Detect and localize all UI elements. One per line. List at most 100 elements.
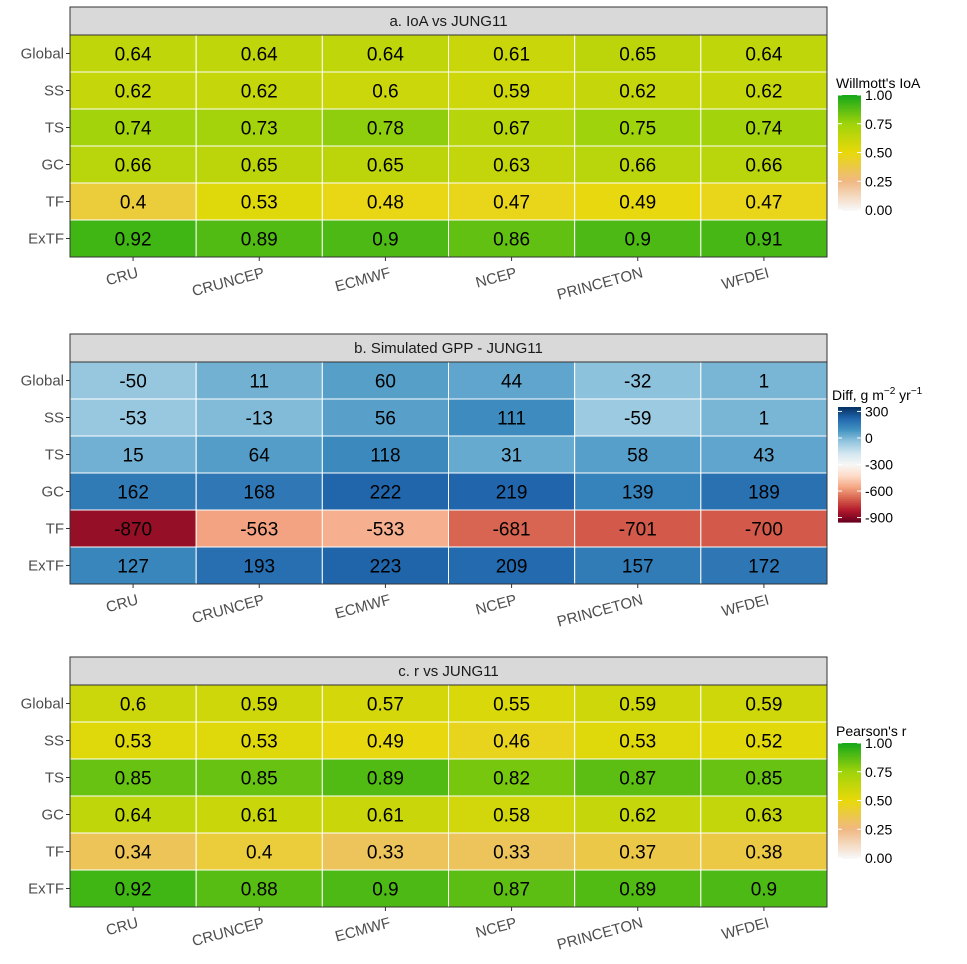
cell-value-label: 157 — [622, 557, 654, 578]
heatmap-cell — [574, 398, 702, 437]
cell-value-label: 0.62 — [619, 82, 656, 103]
cell-value-label: 0.92 — [115, 880, 152, 901]
cell-value-label: 0.52 — [745, 732, 782, 753]
cell-value-label: 0.73 — [241, 119, 278, 140]
legend-gradient-slice — [838, 464, 861, 468]
cell-value-label: 0.85 — [115, 769, 152, 790]
legend-gradient-slice — [838, 767, 861, 771]
legend-gradient-slice — [838, 479, 861, 483]
heatmap-cell — [69, 795, 197, 834]
cell-value-label: 58 — [627, 446, 648, 467]
legend-gradient-slice — [838, 150, 861, 154]
heatmap-cell — [574, 108, 702, 147]
legend-gradient-slice — [838, 758, 861, 761]
cell-value-label: 43 — [753, 446, 774, 467]
legend-gradient-slice — [838, 96, 861, 100]
x-tick-label: PRINCETON — [555, 264, 644, 303]
legend-gradient-slice — [838, 135, 861, 138]
legend-gradient-slice — [838, 125, 861, 129]
heatmap-cell — [195, 435, 323, 474]
legend-gradient-slice — [838, 746, 861, 750]
legend-gradient-slice — [838, 412, 861, 416]
legend-gradient-slice — [838, 483, 861, 487]
panel-title: b. Simulated GPP - JUNG11 — [354, 340, 543, 357]
heatmap-cell — [321, 509, 450, 548]
cell-value-label: 189 — [748, 483, 780, 504]
y-tick-label: SS — [44, 733, 64, 750]
legend-gradient-slice — [838, 447, 861, 450]
legend-gradient-slice — [838, 838, 861, 842]
legend-gradient-slice — [838, 781, 861, 784]
legend-gradient-slice — [838, 95, 861, 98]
legend-gradient-slice — [838, 840, 861, 844]
legend-gradient-slice — [838, 206, 861, 209]
legend-gradient-slice — [838, 198, 861, 202]
legend-gradient-slice — [838, 433, 861, 437]
x-tick-label: CRUNCEP — [190, 914, 266, 950]
legend-gradient-slice — [838, 133, 861, 136]
heatmap-cell — [700, 108, 828, 147]
x-tick-label: PRINCETON — [555, 591, 644, 630]
heatmap-cell — [700, 361, 828, 400]
cell-value-label: 0.85 — [241, 769, 278, 790]
x-tick-label: CRUNCEP — [190, 591, 266, 627]
legend-gradient-slice — [838, 760, 861, 763]
legend-gradient-slice — [838, 769, 861, 773]
legend-gradient-slice — [838, 775, 861, 779]
legend-gradient-slice — [838, 458, 861, 462]
heatmap-cell — [195, 546, 323, 585]
cell-value-label: 0.85 — [745, 769, 782, 790]
legend-gradient-slice — [838, 794, 861, 798]
legend-gradient-slice — [838, 420, 861, 423]
heatmap-cell — [321, 869, 450, 908]
x-tick-label: NCEP — [474, 591, 519, 618]
cell-value-label: 0.59 — [493, 82, 530, 103]
heatmap-panel-1: a. IoA vs JUNG11 0.64 0.64 0.64 0.61 0.65 0.64… — [21, 6, 921, 304]
legend-gradient-slice — [838, 162, 861, 165]
cell-value-label: 0.57 — [367, 695, 404, 716]
legend-title-unit: yr — [895, 387, 911, 403]
legend-gradient-slice — [838, 499, 861, 502]
panel-title: c. r vs JUNG11 — [398, 663, 499, 680]
x-tick-label: CRU — [104, 264, 140, 289]
panel-title-strip — [69, 656, 828, 686]
legend-gradient-slice — [838, 437, 861, 441]
legend-gradient-slice — [838, 497, 861, 500]
cell-value-label: 223 — [370, 557, 402, 578]
legend-gradient-slice — [838, 158, 861, 161]
cell-value-label: 0.62 — [115, 82, 152, 103]
cell-value-label: 0.66 — [619, 156, 656, 177]
cell-value-label: 168 — [243, 483, 275, 504]
heatmap-cell — [321, 832, 450, 871]
cell-value-label: 0.87 — [493, 880, 530, 901]
x-tick-label: WFDEI — [720, 591, 771, 620]
heatmap-cell — [69, 472, 197, 511]
x-tick-label: ECMWF — [333, 914, 392, 945]
legend-gradient-slice — [838, 106, 861, 110]
cell-value-label: -533 — [366, 520, 404, 541]
legend-gradient-slice — [838, 98, 861, 102]
heatmap-cell — [321, 435, 450, 474]
legend-gradient-slice — [838, 812, 861, 815]
legend-gradient-slice — [838, 188, 861, 192]
legend-gradient-slice — [838, 516, 861, 519]
color-legend: Pearson's r1.00 0.75 0.50 0.25 0.00 — [836, 723, 907, 866]
cell-value-label: 162 — [117, 483, 149, 504]
y-tick-label: ExTF — [28, 881, 64, 898]
heatmap-cell — [574, 361, 702, 400]
y-tick-label: TF — [46, 194, 64, 211]
legend-gradient-slice — [838, 466, 861, 469]
cell-value-label: 31 — [501, 446, 522, 467]
legend-gradient-slice — [838, 443, 861, 446]
legend-gradient-slice — [838, 510, 861, 514]
cell-value-label: 0.61 — [241, 806, 278, 827]
cell-value-label: 0.92 — [115, 230, 152, 251]
cell-value-label: 222 — [370, 483, 402, 504]
legend-gradient-slice — [838, 141, 861, 144]
cell-value-label: 0.53 — [241, 193, 278, 214]
cell-value-label: 0.48 — [367, 193, 404, 214]
cell-value-label: 0.64 — [115, 806, 152, 827]
legend-gradient-slice — [838, 520, 861, 523]
legend-gradient-slice — [838, 451, 861, 454]
